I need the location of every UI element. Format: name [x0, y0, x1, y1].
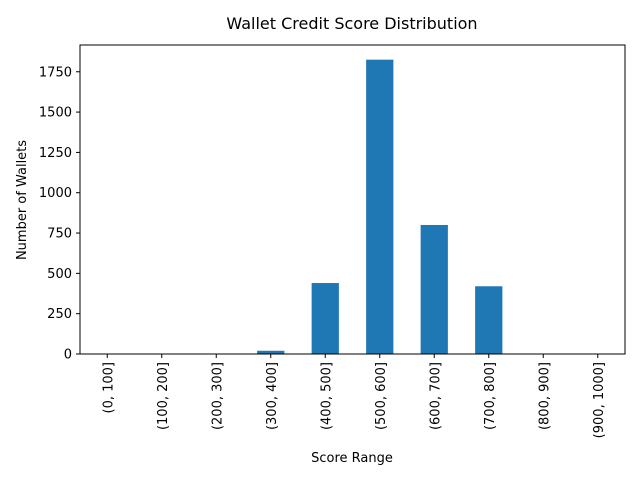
y-tick-label: 1500 — [39, 106, 72, 121]
x-tick-label: (900, 1000] — [592, 362, 607, 438]
bar — [366, 59, 394, 355]
x-tick-label: (0, 100] — [101, 362, 116, 414]
x-tick-label: (100, 200] — [156, 362, 171, 430]
y-axis-ticks: 0 250 500 750 1000 1250 1500 1750 — [39, 65, 80, 363]
x-axis-label: Score Range — [311, 451, 393, 466]
bars — [257, 59, 503, 355]
bar — [257, 350, 285, 354]
x-tick-label: (700, 800] — [483, 362, 498, 430]
chart-title: Wallet Credit Score Distribution — [226, 14, 477, 33]
x-tick-label: (500, 600] — [374, 362, 389, 430]
y-tick-label: 1000 — [39, 186, 72, 201]
y-tick-label: 500 — [47, 267, 72, 282]
bar — [420, 224, 448, 354]
y-tick-label: 750 — [47, 227, 72, 242]
plot-frame — [79, 44, 626, 355]
y-tick-label: 250 — [47, 307, 72, 322]
x-tick-label: (600, 700] — [428, 362, 443, 430]
x-tick-label: (400, 500] — [319, 362, 334, 430]
y-tick-label: 1250 — [39, 146, 72, 161]
y-axis-label: Number of Wallets — [15, 140, 30, 260]
y-tick-label: 1750 — [39, 65, 72, 80]
x-tick-label: (200, 300] — [210, 362, 225, 430]
y-tick-label: 0 — [64, 348, 72, 363]
x-tick-label: (800, 900] — [537, 362, 552, 430]
x-tick-label: (300, 400] — [265, 362, 280, 430]
bar — [311, 283, 339, 354]
bar — [475, 286, 503, 354]
x-axis-ticks: (0, 100] (100, 200] (200, 300] (300, 400] (4… — [101, 354, 607, 438]
